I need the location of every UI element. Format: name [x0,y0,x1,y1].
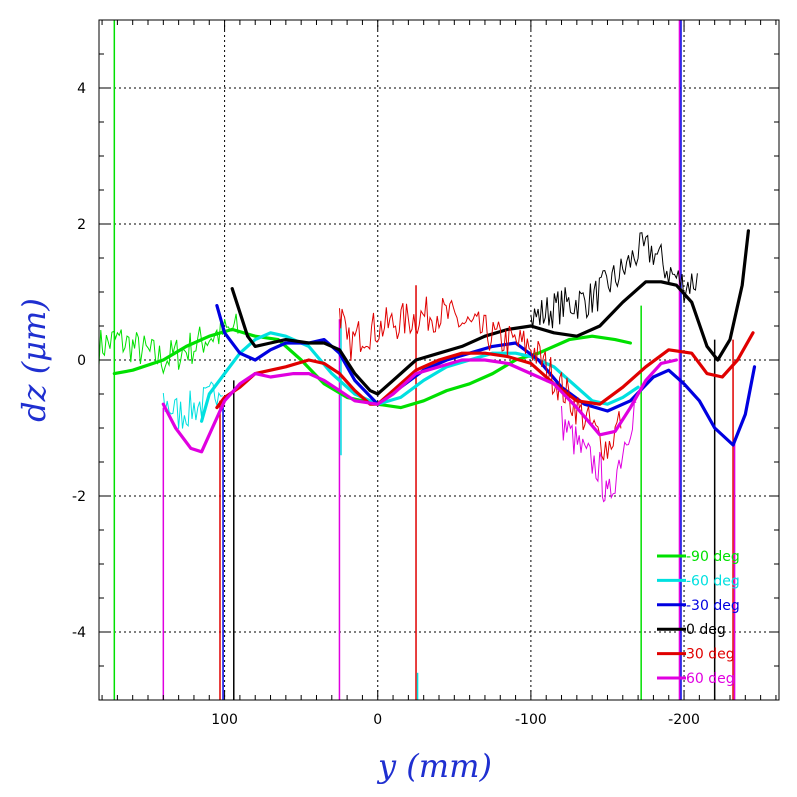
y-tick-label: 4 [77,81,86,97]
legend-entry: -60 deg [686,573,740,589]
series-smooth-line [230,229,750,396]
series-smooth-line [161,358,678,454]
x-tick-label: -200 [668,712,700,728]
y-tick-label: 2 [77,217,86,233]
series-raw-line [162,381,223,429]
x-tick-label: 0 [373,712,382,728]
series-raw-line [561,401,637,503]
legend: -90 deg -60 deg -30 deg 0 deg 30 deg 60 deg [657,549,740,687]
x-tick-label: -100 [515,712,547,728]
series-smooth-line [215,331,755,410]
x-tick-label: 100 [211,712,238,728]
tick-labels: 100 0 -100 -200 4 2 0 -2 -4 [72,81,700,728]
x-axis-title: y (mm) [376,747,492,785]
legend-entry: -30 deg [686,598,740,614]
y-tick-label: -4 [72,625,86,641]
y-axis-title: dz (μm) [15,298,53,422]
legend-entry: 0 deg [686,622,726,638]
series-smooth-line [112,327,632,410]
series-raw-line [98,313,239,375]
series-layer [98,20,757,700]
y-tick-label: 0 [77,353,86,369]
legend-entry: 60 deg [686,671,735,687]
legend-entry: -90 deg [686,549,740,565]
legend-entry: 30 deg [686,647,735,663]
series-raw-line [339,296,622,461]
series-smooth-line [215,304,757,447]
series-raw-line [530,232,698,329]
tick-marks [99,19,779,701]
y-tick-label: -2 [72,489,86,505]
